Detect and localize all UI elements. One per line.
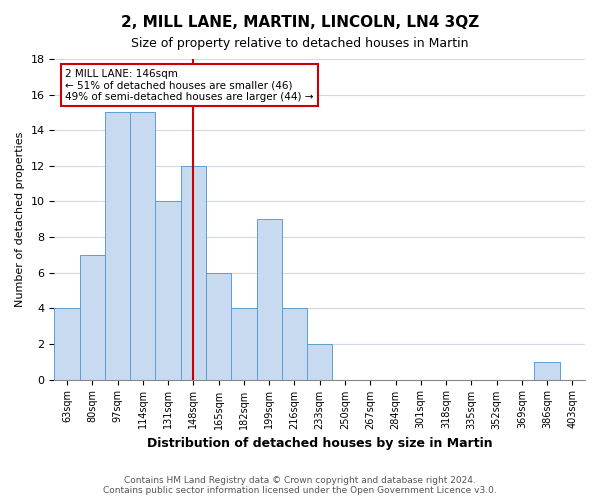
Bar <box>80 255 105 380</box>
Text: Size of property relative to detached houses in Martin: Size of property relative to detached ho… <box>131 38 469 51</box>
X-axis label: Distribution of detached houses by size in Martin: Distribution of detached houses by size … <box>147 437 493 450</box>
Bar <box>535 362 560 380</box>
Bar <box>231 308 257 380</box>
Bar <box>206 272 231 380</box>
Text: 2 MILL LANE: 146sqm
← 51% of detached houses are smaller (46)
49% of semi-detach: 2 MILL LANE: 146sqm ← 51% of detached ho… <box>65 68 314 102</box>
Text: Contains HM Land Registry data © Crown copyright and database right 2024.
Contai: Contains HM Land Registry data © Crown c… <box>103 476 497 495</box>
Bar <box>105 112 130 380</box>
Bar <box>307 344 332 380</box>
Bar <box>130 112 155 380</box>
Bar <box>55 308 80 380</box>
Y-axis label: Number of detached properties: Number of detached properties <box>15 132 25 307</box>
Bar <box>181 166 206 380</box>
Bar <box>282 308 307 380</box>
Bar <box>257 220 282 380</box>
Bar <box>155 202 181 380</box>
Text: 2, MILL LANE, MARTIN, LINCOLN, LN4 3QZ: 2, MILL LANE, MARTIN, LINCOLN, LN4 3QZ <box>121 15 479 30</box>
